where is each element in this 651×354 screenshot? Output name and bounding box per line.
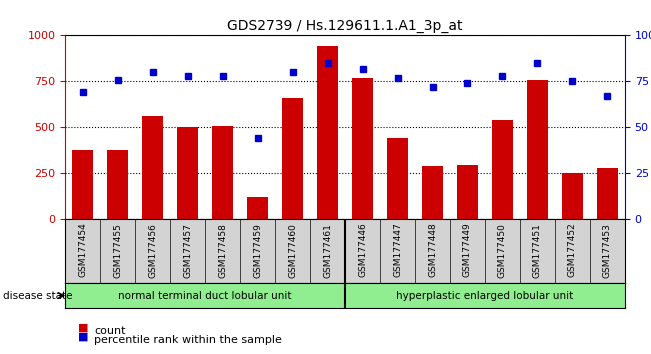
Text: GSM177448: GSM177448 xyxy=(428,223,437,278)
Text: GSM177455: GSM177455 xyxy=(113,223,122,278)
Text: hyperplastic enlarged lobular unit: hyperplastic enlarged lobular unit xyxy=(396,291,574,301)
Text: GSM177460: GSM177460 xyxy=(288,223,297,278)
Text: count: count xyxy=(94,326,126,336)
Text: ■: ■ xyxy=(78,332,89,342)
Bar xyxy=(177,127,198,219)
Text: normal terminal duct lobular unit: normal terminal duct lobular unit xyxy=(118,291,292,301)
Text: percentile rank within the sample: percentile rank within the sample xyxy=(94,335,283,345)
Bar xyxy=(352,78,373,219)
Bar xyxy=(142,116,163,219)
Text: GSM177458: GSM177458 xyxy=(218,223,227,278)
Text: GSM177457: GSM177457 xyxy=(183,223,192,278)
Text: GSM177446: GSM177446 xyxy=(358,223,367,278)
Text: GSM177459: GSM177459 xyxy=(253,223,262,278)
Text: ■: ■ xyxy=(78,323,89,333)
Text: GSM177461: GSM177461 xyxy=(323,223,332,278)
Bar xyxy=(422,166,443,219)
Text: GSM177456: GSM177456 xyxy=(148,223,157,278)
Text: GSM177450: GSM177450 xyxy=(498,223,507,278)
Text: disease state: disease state xyxy=(3,291,73,301)
Bar xyxy=(72,150,93,219)
Bar xyxy=(457,165,478,219)
Text: GSM177453: GSM177453 xyxy=(603,223,612,278)
Bar xyxy=(212,126,233,219)
Bar xyxy=(387,138,408,219)
Bar xyxy=(527,80,548,219)
Text: GSM177451: GSM177451 xyxy=(533,223,542,278)
Bar xyxy=(107,149,128,219)
Bar xyxy=(597,168,618,219)
Bar xyxy=(317,46,338,219)
Text: GSM177449: GSM177449 xyxy=(463,223,472,278)
Bar xyxy=(492,120,513,219)
Text: GSM177447: GSM177447 xyxy=(393,223,402,278)
Text: GSM177454: GSM177454 xyxy=(78,223,87,278)
Bar xyxy=(562,172,583,219)
Bar xyxy=(247,198,268,219)
Text: GSM177452: GSM177452 xyxy=(568,223,577,278)
Title: GDS2739 / Hs.129611.1.A1_3p_at: GDS2739 / Hs.129611.1.A1_3p_at xyxy=(227,19,463,33)
Bar xyxy=(282,98,303,219)
